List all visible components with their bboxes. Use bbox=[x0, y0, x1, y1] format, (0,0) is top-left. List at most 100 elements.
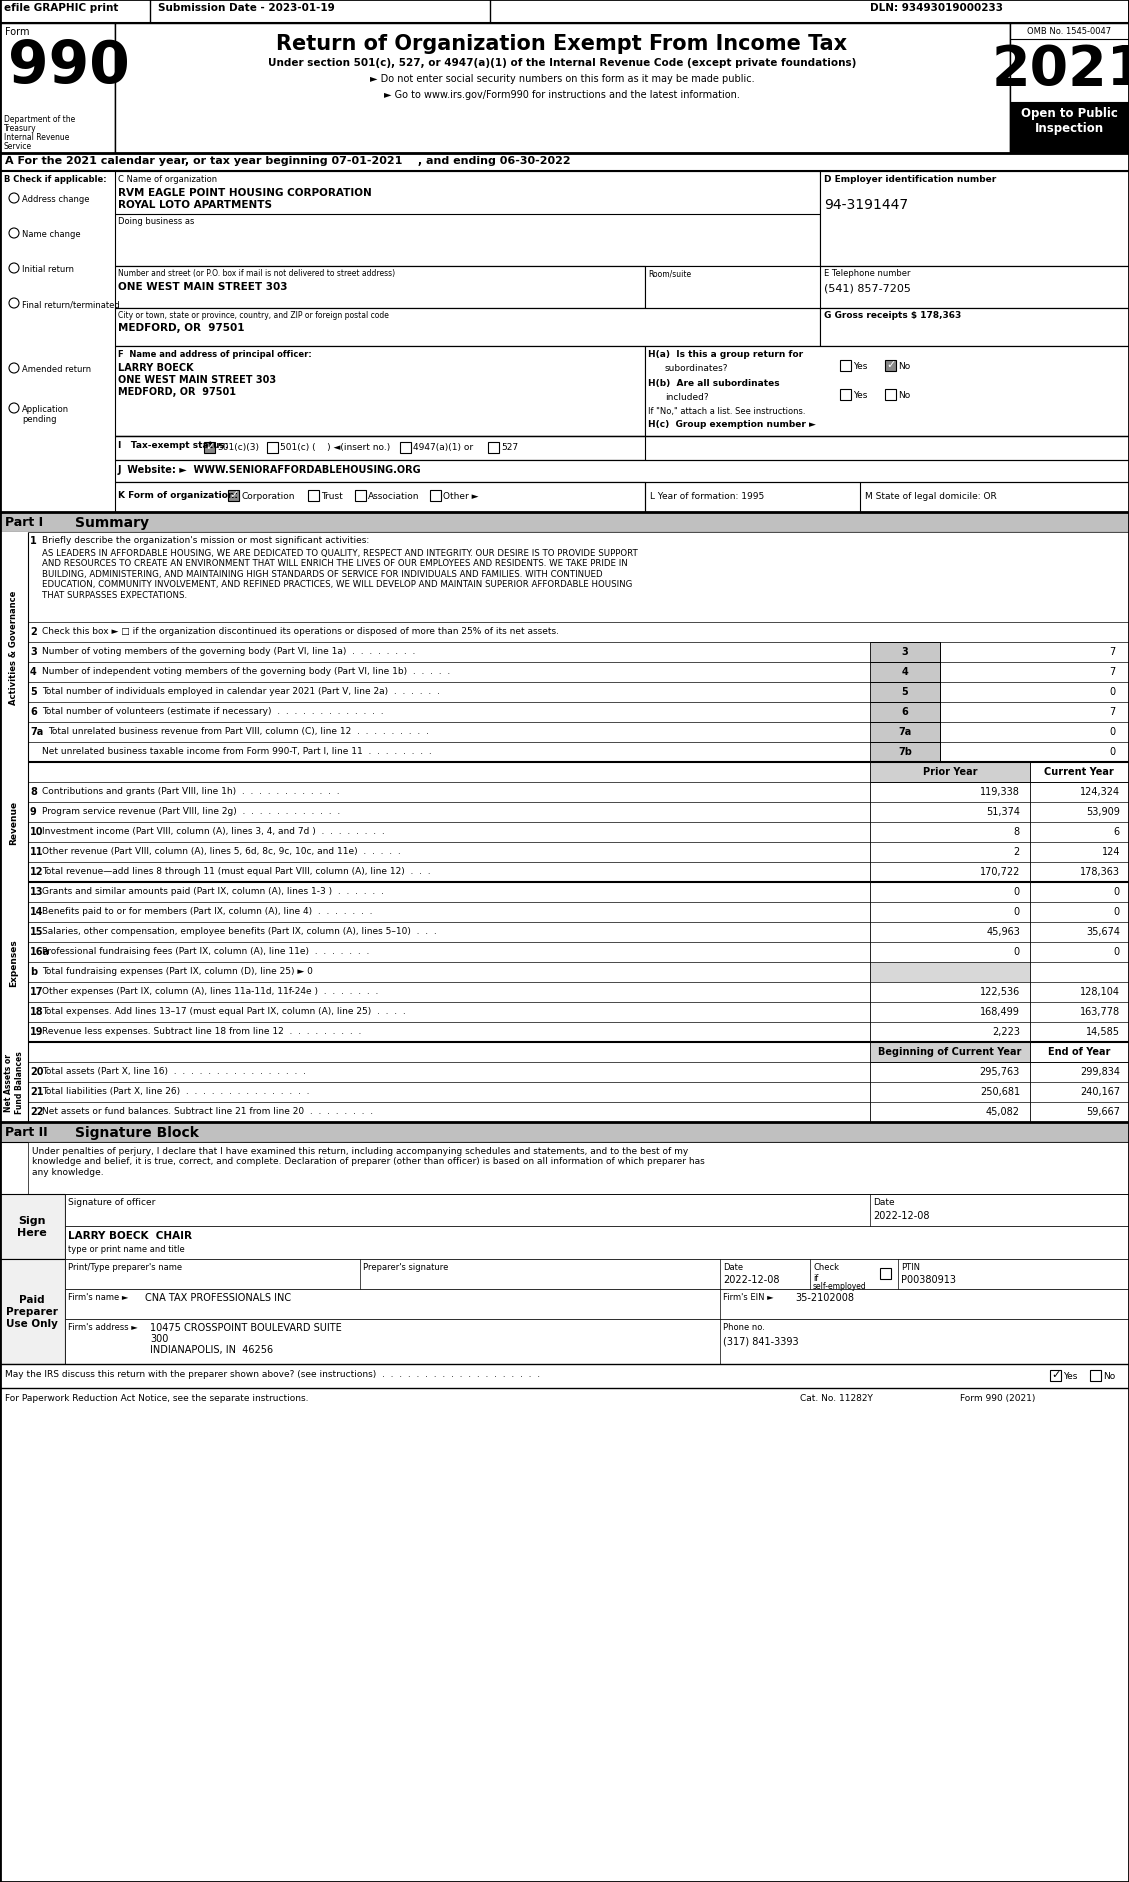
Text: Total liabilities (Part X, line 26)  .  .  .  .  .  .  .  .  .  .  .  .  .  .  .: Total liabilities (Part X, line 26) . . … bbox=[42, 1086, 309, 1095]
Text: 240,167: 240,167 bbox=[1079, 1086, 1120, 1097]
Bar bbox=[0, 1259, 65, 1364]
Text: 5: 5 bbox=[902, 687, 909, 696]
Text: 299,834: 299,834 bbox=[1080, 1067, 1120, 1077]
Text: 300: 300 bbox=[150, 1332, 168, 1344]
Bar bbox=[115, 24, 1010, 154]
Text: 7: 7 bbox=[1109, 666, 1115, 678]
Text: if: if bbox=[813, 1274, 819, 1282]
Text: ROYAL LOTO APARTMENTS: ROYAL LOTO APARTMENTS bbox=[119, 199, 272, 211]
Bar bbox=[870, 683, 940, 702]
Text: MEDFORD, OR  97501: MEDFORD, OR 97501 bbox=[119, 324, 245, 333]
Bar bbox=[0, 1195, 65, 1259]
Text: Date: Date bbox=[873, 1197, 894, 1206]
Text: 2021: 2021 bbox=[991, 43, 1129, 98]
Text: subordinates?: subordinates? bbox=[665, 363, 728, 373]
Text: ✓: ✓ bbox=[229, 489, 238, 501]
Bar bbox=[115, 171, 820, 267]
Text: 170,722: 170,722 bbox=[980, 866, 1019, 877]
Text: Contributions and grants (Part VIII, line 1h)  .  .  .  .  .  .  .  .  .  .  .  : Contributions and grants (Part VIII, lin… bbox=[42, 787, 340, 796]
Text: included?: included? bbox=[665, 393, 709, 401]
Text: I   Tax-exempt status:: I Tax-exempt status: bbox=[119, 440, 228, 450]
Text: Service: Service bbox=[5, 141, 32, 151]
Text: 35,674: 35,674 bbox=[1086, 926, 1120, 937]
Text: Association: Association bbox=[368, 491, 420, 501]
Text: 2022-12-08: 2022-12-08 bbox=[873, 1210, 929, 1220]
Text: Yes: Yes bbox=[854, 361, 867, 371]
Text: Salaries, other compensation, employee benefits (Part IX, column (A), lines 5–10: Salaries, other compensation, employee b… bbox=[42, 926, 437, 935]
Text: 0: 0 bbox=[1109, 726, 1115, 736]
Text: Check this box ► □ if the organization discontinued its operations or disposed o: Check this box ► □ if the organization d… bbox=[42, 627, 559, 636]
Bar bbox=[115, 346, 645, 437]
Text: (541) 857-7205: (541) 857-7205 bbox=[824, 282, 911, 294]
Text: LARRY BOECK  CHAIR: LARRY BOECK CHAIR bbox=[68, 1231, 192, 1240]
Text: Number and street (or P.O. box if mail is not delivered to street address): Number and street (or P.O. box if mail i… bbox=[119, 269, 395, 279]
Bar bbox=[1010, 104, 1129, 154]
Text: No: No bbox=[1103, 1372, 1115, 1380]
Text: type or print name and title: type or print name and title bbox=[68, 1244, 185, 1253]
Text: Check: Check bbox=[813, 1263, 839, 1272]
Text: ONE WEST MAIN STREET 303: ONE WEST MAIN STREET 303 bbox=[119, 375, 277, 384]
Text: Beginning of Current Year: Beginning of Current Year bbox=[878, 1046, 1022, 1056]
Text: 2022-12-08: 2022-12-08 bbox=[723, 1274, 779, 1284]
Bar bbox=[488, 442, 499, 454]
Bar bbox=[870, 962, 1030, 982]
Text: Treasury: Treasury bbox=[5, 124, 36, 134]
Text: PTIN: PTIN bbox=[901, 1263, 920, 1272]
Text: Signature of officer: Signature of officer bbox=[68, 1197, 156, 1206]
Text: 6: 6 bbox=[30, 706, 37, 717]
Text: 501(c) (    ) ◄(insert no.): 501(c) ( ) ◄(insert no.) bbox=[280, 442, 391, 452]
Text: Under penalties of perjury, I declare that I have examined this return, includin: Under penalties of perjury, I declare th… bbox=[32, 1146, 704, 1176]
Text: 94-3191447: 94-3191447 bbox=[824, 198, 908, 213]
Text: efile GRAPHIC print: efile GRAPHIC print bbox=[5, 4, 119, 13]
Text: 18: 18 bbox=[30, 1007, 44, 1016]
Text: Summary: Summary bbox=[75, 516, 149, 529]
Text: Yes: Yes bbox=[854, 391, 867, 399]
Bar bbox=[28, 1142, 1129, 1195]
Bar bbox=[879, 1268, 891, 1280]
Bar bbox=[65, 1319, 1129, 1364]
Text: Total number of individuals employed in calendar year 2021 (Part V, line 2a)  . : Total number of individuals employed in … bbox=[42, 687, 440, 696]
Text: 8: 8 bbox=[1014, 826, 1019, 837]
Bar bbox=[645, 267, 820, 309]
Text: Submission Date - 2023-01-19: Submission Date - 2023-01-19 bbox=[158, 4, 335, 13]
Bar bbox=[0, 512, 1129, 533]
Text: Program service revenue (Part VIII, line 2g)  .  .  .  .  .  .  .  .  .  .  .  .: Program service revenue (Part VIII, line… bbox=[42, 807, 340, 815]
Text: 4: 4 bbox=[902, 666, 909, 678]
Text: 45,082: 45,082 bbox=[986, 1107, 1019, 1116]
Bar bbox=[820, 171, 1129, 267]
Text: 8: 8 bbox=[30, 787, 37, 796]
Text: Grants and similar amounts paid (Part IX, column (A), lines 1-3 )  .  .  .  .  .: Grants and similar amounts paid (Part IX… bbox=[42, 886, 384, 896]
Text: H(b)  Are all subordinates: H(b) Are all subordinates bbox=[648, 378, 780, 388]
Text: 14: 14 bbox=[30, 907, 44, 917]
Bar bbox=[65, 1259, 1129, 1289]
Text: Total fundraising expenses (Part IX, column (D), line 25) ► 0: Total fundraising expenses (Part IX, col… bbox=[42, 967, 313, 975]
Bar bbox=[355, 491, 366, 502]
Text: 0: 0 bbox=[1014, 947, 1019, 956]
Text: 501(c)(3): 501(c)(3) bbox=[217, 442, 259, 452]
Bar bbox=[870, 702, 940, 723]
Text: Date: Date bbox=[723, 1263, 743, 1272]
Text: 990: 990 bbox=[8, 38, 130, 94]
Text: Revenue less expenses. Subtract line 18 from line 12  .  .  .  .  .  .  .  .  .: Revenue less expenses. Subtract line 18 … bbox=[42, 1026, 361, 1035]
Text: Part I: Part I bbox=[5, 516, 43, 529]
Text: 15: 15 bbox=[30, 926, 44, 937]
Bar bbox=[228, 491, 239, 502]
Text: CNA TAX PROFESSIONALS INC: CNA TAX PROFESSIONALS INC bbox=[145, 1293, 291, 1302]
Text: Doing business as: Doing business as bbox=[119, 216, 194, 226]
Text: K Form of organization:: K Form of organization: bbox=[119, 491, 238, 501]
Bar bbox=[840, 390, 851, 401]
Text: 12: 12 bbox=[30, 866, 44, 877]
Bar bbox=[0, 1389, 1129, 1410]
Bar bbox=[820, 267, 1129, 309]
Text: 0: 0 bbox=[1114, 947, 1120, 956]
Text: Number of independent voting members of the governing body (Part VI, line 1b)  .: Number of independent voting members of … bbox=[42, 666, 450, 676]
Text: 9: 9 bbox=[30, 807, 37, 817]
Bar bbox=[28, 762, 870, 783]
Text: Phone no.: Phone no. bbox=[723, 1323, 764, 1331]
Bar bbox=[308, 491, 320, 502]
Text: Print/Type preparer's name: Print/Type preparer's name bbox=[68, 1263, 182, 1272]
Text: 7b: 7b bbox=[898, 747, 912, 757]
Text: H(a)  Is this a group return for: H(a) Is this a group return for bbox=[648, 350, 803, 359]
Bar bbox=[1010, 24, 1129, 154]
Text: Prior Year: Prior Year bbox=[922, 766, 978, 777]
